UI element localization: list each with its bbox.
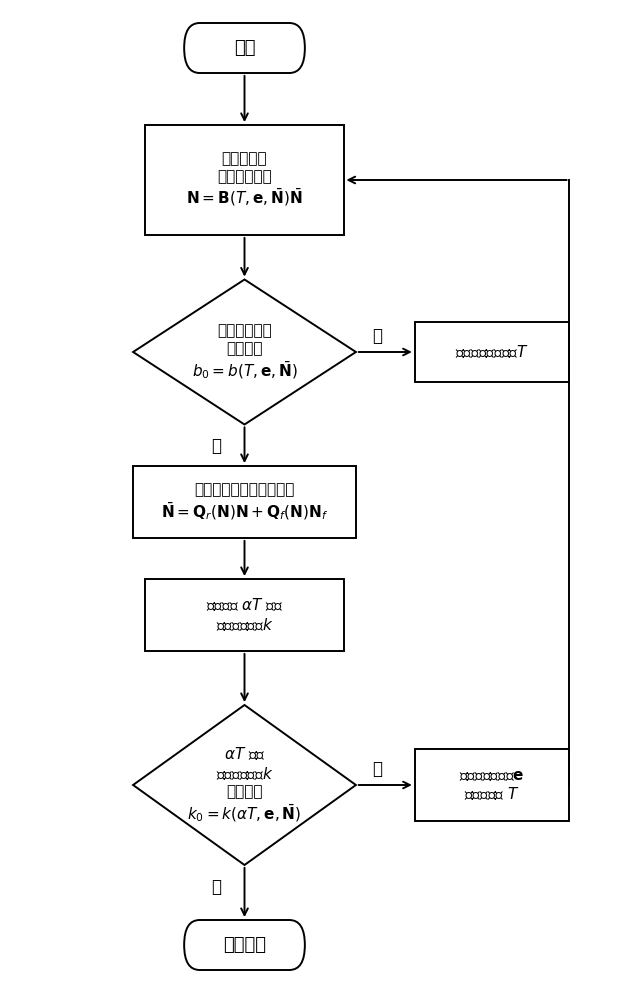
Text: 得到不受限平衡循环模式
$\bar{\mathbf{N}}=\mathbf{Q}_r(\mathbf{N})\mathbf{N}+\mathbf{Q}_f(\m: 得到不受限平衡循环模式 $\bar{\mathbf{N}}=\mathbf{Q}… bbox=[161, 482, 328, 522]
Text: 估计新的循环长度$T$: 估计新的循环长度$T$ bbox=[455, 344, 529, 360]
Text: 是: 是 bbox=[212, 438, 222, 456]
FancyBboxPatch shape bbox=[184, 23, 305, 73]
Bar bbox=[415, 749, 569, 821]
Bar bbox=[145, 579, 344, 651]
Polygon shape bbox=[133, 279, 356, 424]
Text: 开始: 开始 bbox=[234, 39, 255, 57]
Text: 估计新的富集度$\mathbf{e}$
和循环长度 $T$: 估计新的富集度$\mathbf{e}$ 和循环长度 $T$ bbox=[459, 768, 525, 802]
FancyBboxPatch shape bbox=[184, 920, 305, 970]
Text: 否: 否 bbox=[373, 327, 383, 345]
Text: 得到收敛的
堆内循环模式
$\mathbf{N}=\mathbf{B}(T,\mathbf{e},\bar{\mathbf{N}})\bar{\mathbf{N: 得到收敛的 堆内循环模式 $\mathbf{N}=\mathbf{B}(T,\m… bbox=[186, 152, 303, 208]
Text: $\alpha T$ 时刻
有效增殖因子$k$
是否收敛
$k_0=k(\alpha T,\mathbf{e},\bar{\mathbf{N}})$: $\alpha T$ 时刻 有效增殖因子$k$ 是否收敛 $k_0=k(\alp… bbox=[188, 746, 301, 824]
Polygon shape bbox=[133, 705, 356, 865]
Bar bbox=[133, 466, 356, 538]
Text: 得到时刻 $\alpha T$ 时的
有效增殖因子$k$: 得到时刻 $\alpha T$ 时的 有效增殖因子$k$ bbox=[206, 597, 284, 633]
Text: 问题收敛: 问题收敛 bbox=[223, 936, 266, 954]
Bar bbox=[145, 125, 344, 235]
Bar bbox=[415, 322, 569, 382]
Text: 否: 否 bbox=[373, 760, 383, 778]
Text: 卸料燃耗深度
是否收敛
$b_0=b(T,\mathbf{e},\bar{\mathbf{N}})$: 卸料燃耗深度 是否收敛 $b_0=b(T,\mathbf{e},\bar{\ma… bbox=[191, 323, 298, 381]
Text: 是: 是 bbox=[212, 878, 222, 896]
